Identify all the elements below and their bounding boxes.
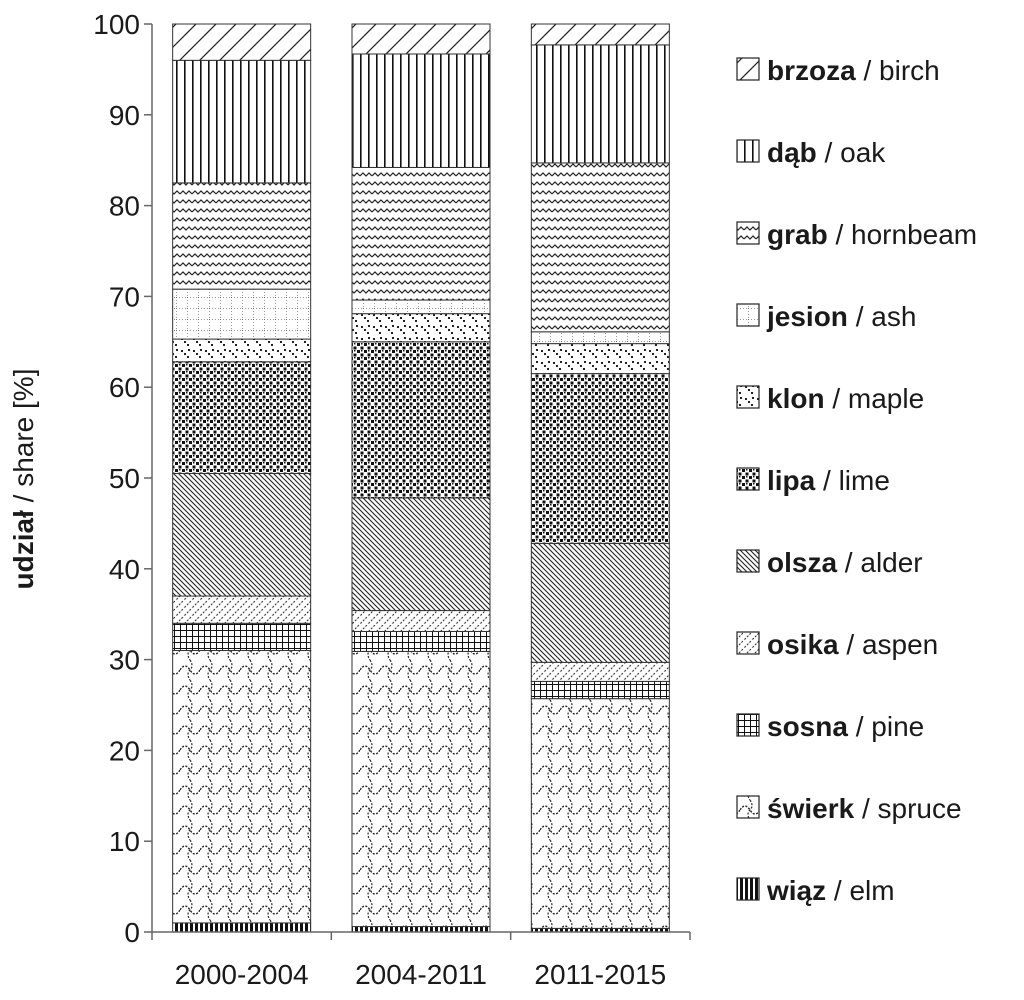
legend-item-ash: jesion / ash xyxy=(736,301,916,332)
legend-label: olsza / alder xyxy=(767,547,923,578)
bar-segment-oak-0 xyxy=(172,59,312,184)
y-axis-label: udział / share [%] xyxy=(8,369,39,590)
bar-segment-lime-1 xyxy=(351,341,491,499)
legend-swatch xyxy=(736,139,760,163)
x-tick-label: 2004-2011 xyxy=(355,959,487,990)
y-tick-label: 70 xyxy=(109,281,140,312)
bar-segment-spruce-0 xyxy=(172,650,312,924)
legend-item-hornbeam: grab / hornbeam xyxy=(736,219,977,250)
legend-swatch xyxy=(736,385,760,409)
legend-item-lime: lipa / lime xyxy=(736,465,890,496)
legend-label: klon / maple xyxy=(767,383,924,414)
legend-label: brzoza / birch xyxy=(767,55,940,86)
bars-layer xyxy=(172,23,670,933)
bar-segment-ash-0 xyxy=(172,288,312,340)
legend-label: osika / aspen xyxy=(767,629,938,660)
legend-item-spruce: świerk / spruce xyxy=(736,793,962,824)
legend-label: świerk / spruce xyxy=(767,793,962,824)
legend-swatch xyxy=(736,57,760,81)
y-tick-label: 50 xyxy=(109,463,140,494)
legend-item-maple: klon / maple xyxy=(736,383,924,414)
y-tick-label: 100 xyxy=(93,9,140,40)
legend-item-pine: sosna / pine xyxy=(736,711,924,742)
axes-layer: 0 10 20 30 40 50 60 70 80 90 100 2000-2004 2004-2011… xyxy=(93,9,691,990)
legend-swatch xyxy=(736,631,760,655)
legend-label: jesion / ash xyxy=(766,301,916,332)
bar-segment-aspen-1 xyxy=(351,610,491,632)
y-tick-label: 10 xyxy=(109,826,140,857)
bar-segment-hornbeam-0 xyxy=(172,182,312,290)
bar-segment-spruce-1 xyxy=(351,650,491,928)
bar-segment-hornbeam-2 xyxy=(530,162,670,333)
legend-swatch xyxy=(736,795,760,819)
bar-segment-alder-2 xyxy=(530,542,670,663)
bar-segment-alder-0 xyxy=(172,472,312,597)
bar-segment-ash-1 xyxy=(351,299,491,315)
x-tick-label: 2011-2015 xyxy=(534,959,666,990)
x-tick-label: 2000-2004 xyxy=(175,959,309,990)
legend-item-elm: wiąz / elm xyxy=(736,875,895,906)
legend-swatch xyxy=(736,549,760,573)
y-tick-label: 90 xyxy=(109,100,140,131)
legend-label: grab / hornbeam xyxy=(767,219,977,250)
legend: brzoza / birch dąb / oak grab / hornbeam je… xyxy=(736,55,977,906)
y-tick-label: 60 xyxy=(109,372,140,403)
y-tick-label: 40 xyxy=(109,554,140,585)
bar-segment-birch-1 xyxy=(351,23,491,55)
bar-segment-spruce-2 xyxy=(530,698,670,929)
bar-segment-maple-0 xyxy=(172,338,312,363)
legend-item-alder: olsza / alder xyxy=(736,547,923,578)
bar-segment-elm-0 xyxy=(172,922,312,933)
legend-item-aspen: osika / aspen xyxy=(736,629,938,660)
y-tick-label: 30 xyxy=(109,645,140,676)
legend-swatch xyxy=(736,467,760,491)
legend-item-oak: dąb / oak xyxy=(736,137,886,168)
bar-segment-hornbeam-1 xyxy=(351,166,491,301)
bar-segment-ash-2 xyxy=(530,331,670,345)
bar-segment-aspen-2 xyxy=(530,661,670,682)
bar-segment-aspen-0 xyxy=(172,595,312,624)
legend-swatch xyxy=(736,713,760,737)
bar-segment-pine-1 xyxy=(351,630,491,652)
bar-segment-pine-0 xyxy=(172,622,312,652)
bar-segment-pine-2 xyxy=(530,680,670,700)
legend-swatch xyxy=(736,303,760,327)
bar-segment-lime-0 xyxy=(172,361,312,474)
legend-label: dąb / oak xyxy=(767,137,886,168)
bar-segment-oak-2 xyxy=(530,44,670,164)
legend-label: wiąz / elm xyxy=(766,875,895,906)
legend-swatch xyxy=(736,877,760,901)
bar-segment-maple-2 xyxy=(530,343,670,375)
legend-item-birch: brzoza / birch xyxy=(736,55,940,86)
legend-swatch xyxy=(736,221,760,245)
y-tick-label: 20 xyxy=(109,735,140,766)
bar-segment-birch-0 xyxy=(172,23,312,61)
bar-segment-alder-1 xyxy=(351,497,491,612)
bar-segment-oak-1 xyxy=(351,53,491,168)
bar-segment-lime-2 xyxy=(530,373,670,544)
bar-segment-maple-1 xyxy=(351,313,491,343)
y-tick-label: 80 xyxy=(109,191,140,222)
legend-label: lipa / lime xyxy=(767,465,890,496)
bar-segment-birch-2 xyxy=(530,23,670,46)
y-tick-label: 0 xyxy=(124,917,140,948)
bar-segment-elm-1 xyxy=(351,926,491,933)
legend-label: sosna / pine xyxy=(767,711,924,742)
